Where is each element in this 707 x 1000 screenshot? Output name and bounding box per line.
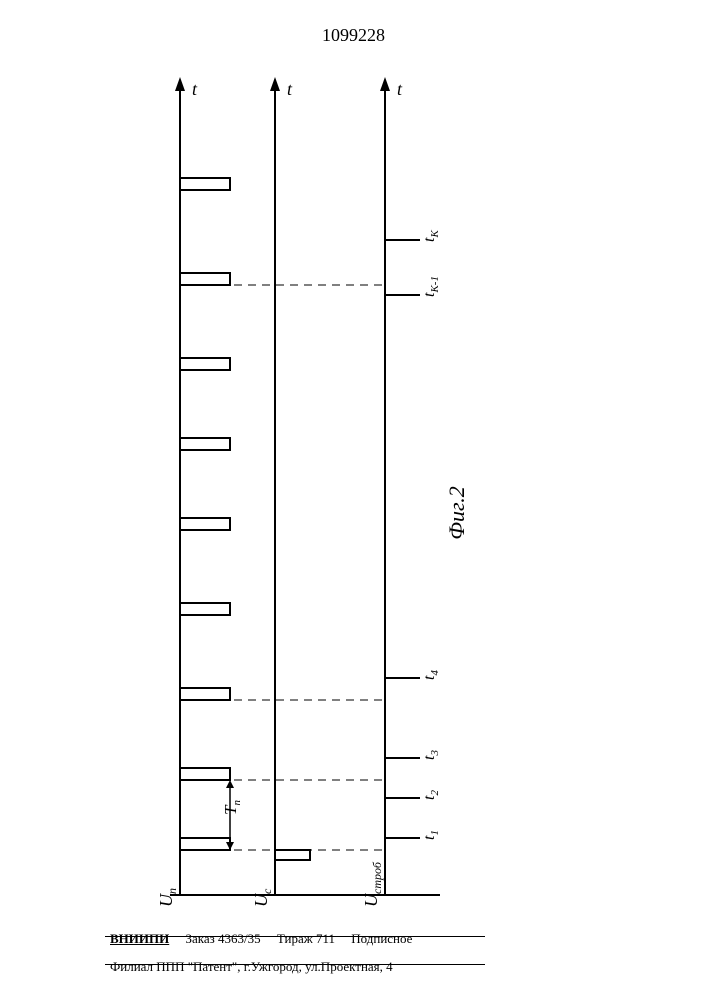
footer-address: Филиал ППП "Патент", г.Ужгород, ул.Проек… [110,959,393,974]
svg-text:Un: Un [156,888,179,907]
footer-tirazh: Тираж 711 [277,931,335,946]
footer-order: Заказ 4363/35 [185,931,260,946]
doc-number: 1099228 [0,25,707,46]
svg-text:t2: t2 [421,790,441,800]
svg-text:t: t [192,79,198,99]
svg-text:Tn: Tn [221,800,243,815]
svg-text:tK-1: tK-1 [421,276,441,297]
figure-label: Фиг.2 [444,486,470,540]
footer-org: ВНИИПИ [110,931,169,946]
footer-block: ВНИИПИ Заказ 4363/35 Тираж 711 Подписное… [110,925,412,982]
svg-text:t1: t1 [421,830,441,840]
svg-text:Uстроб: Uстроб [361,861,384,907]
svg-text:t3: t3 [421,750,441,760]
svg-text:t: t [397,79,403,99]
svg-text:tK: tK [421,230,441,242]
timing-diagram: t Un t Uc t Uстроб Tn t1 t2 t3 t4 tK-1 tK [130,60,600,930]
svg-text:t4: t4 [421,670,441,680]
footer-podp: Подписное [351,931,412,946]
svg-text:t: t [287,79,293,99]
page: 1099228 t Un t Uc t Uстроб Tn t1 t2 t3 t4 tK-1 tK Фи… [0,0,707,1000]
svg-text:Uc: Uc [251,888,274,907]
